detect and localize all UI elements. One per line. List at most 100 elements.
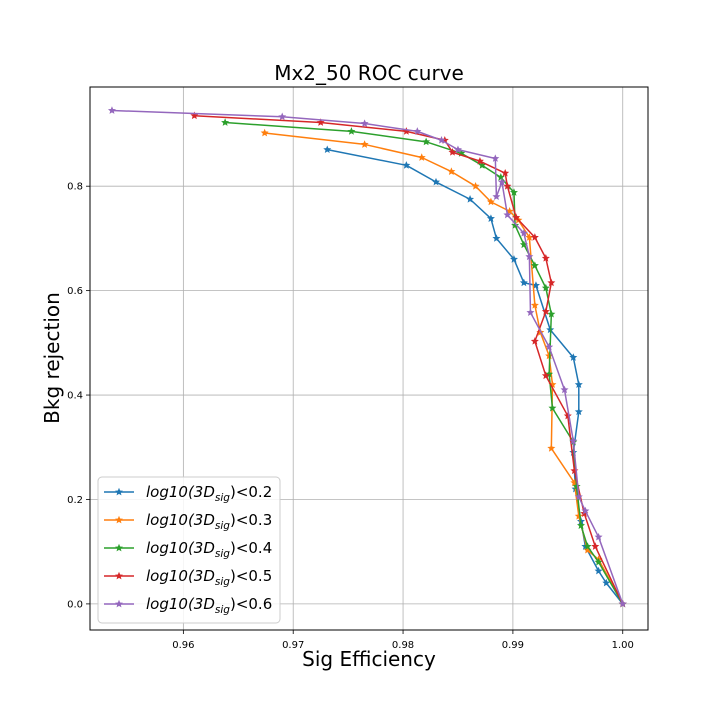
data-point	[221, 118, 230, 126]
data-point	[475, 156, 484, 165]
data-point	[519, 240, 528, 249]
data-point	[530, 301, 539, 309]
y-axis-label: Bkg rejection	[40, 292, 64, 424]
data-point	[453, 145, 462, 154]
data-point	[360, 140, 369, 148]
y-tick-label: 0.6	[67, 286, 83, 297]
data-point	[496, 173, 505, 181]
data-point	[547, 444, 556, 452]
data-point	[594, 557, 603, 566]
legend: log10(3Dsig)<0.2log10(3Dsig)<0.3log10(3D…	[97, 476, 281, 624]
data-point	[316, 118, 325, 126]
data-point	[486, 197, 495, 206]
data-point	[618, 599, 627, 608]
legend-label-prefix: log10(3D	[146, 595, 215, 613]
data-point	[530, 337, 539, 345]
data-point	[437, 136, 446, 144]
legend-swatch-marker	[115, 515, 123, 524]
data-point	[107, 106, 116, 114]
data-point	[512, 213, 521, 221]
y-tick-label: 0.4	[67, 391, 83, 402]
data-point	[503, 210, 512, 219]
data-point	[491, 154, 500, 162]
series-line	[327, 148, 624, 605]
data-point	[583, 545, 592, 554]
legend-item: log10(3Dsig)<0.4	[104, 539, 272, 560]
x-tick-label: 0.97	[282, 640, 304, 651]
series-line	[111, 109, 624, 605]
legend-label-subscript: sig	[215, 576, 230, 588]
series-layer	[107, 106, 627, 608]
legend-label-suffix: )<0.2	[230, 483, 272, 501]
data-point	[574, 492, 583, 501]
data-point	[510, 255, 518, 263]
legend-label-suffix: )<0.3	[230, 511, 272, 529]
data-point	[525, 233, 534, 241]
legend-label: log10(3Dsig)<0.3	[146, 511, 272, 532]
legend-label: log10(3Dsig)<0.2	[146, 483, 272, 504]
data-point	[519, 228, 528, 237]
legend-label-subscript: sig	[215, 520, 230, 532]
data-point	[402, 127, 411, 135]
data-point	[347, 127, 356, 135]
data-point	[574, 380, 583, 388]
data-point	[541, 283, 550, 292]
data-point	[541, 307, 550, 315]
data-point	[448, 148, 457, 156]
data-point	[525, 252, 534, 261]
data-point	[569, 353, 578, 361]
data-point	[583, 542, 592, 550]
data-point	[432, 177, 440, 186]
legend-label-suffix: )<0.6	[230, 595, 272, 613]
y-tick-label: 0.0	[67, 599, 83, 610]
data-point	[447, 167, 456, 175]
data-point	[569, 436, 578, 445]
data-point	[190, 111, 199, 120]
data-point	[486, 214, 495, 222]
grid-lines	[90, 87, 648, 630]
data-point	[402, 161, 411, 169]
legend-label-subscript: sig	[215, 492, 230, 504]
data-point	[541, 254, 550, 262]
legend-label-suffix: )<0.4	[230, 539, 272, 557]
x-axis-label: Sig Efficiency	[302, 647, 436, 671]
x-tick-label: 0.98	[392, 640, 414, 651]
legend-label-suffix: )<0.5	[230, 567, 272, 585]
x-tick-label: 0.96	[172, 640, 194, 651]
data-point	[466, 195, 475, 203]
data-point	[501, 168, 510, 177]
data-point	[581, 506, 590, 515]
legend-label-prefix: log10(3D	[146, 539, 215, 557]
series-line	[225, 121, 624, 605]
x-tick-label: 1.00	[612, 640, 634, 651]
data-point	[478, 161, 487, 169]
legend-label: log10(3Dsig)<0.5	[146, 567, 272, 588]
data-point	[530, 233, 539, 241]
data-point	[278, 112, 287, 121]
data-point	[594, 532, 603, 541]
y-tick-label: 0.8	[67, 182, 83, 193]
data-point	[519, 278, 528, 287]
legend-label-prefix: log10(3D	[146, 511, 215, 529]
legend-label-subscript: sig	[215, 548, 230, 560]
x-axis-ticks: 0.96 0.97 0.98 0.99 1.00	[172, 630, 634, 651]
legend-label-subscript: sig	[215, 604, 230, 616]
legend-item: log10(3Dsig)<0.5	[104, 567, 272, 588]
data-point	[422, 137, 431, 146]
data-point	[530, 261, 539, 269]
data-point	[577, 521, 585, 529]
plot-frame	[89, 86, 649, 631]
data-point	[492, 234, 501, 242]
data-point	[510, 188, 518, 196]
legend-swatch-marker	[115, 599, 123, 608]
data-point	[545, 342, 554, 351]
legend-label: log10(3Dsig)<0.6	[146, 595, 272, 616]
data-point	[548, 403, 557, 412]
data-point	[417, 153, 426, 161]
data-point	[594, 566, 603, 575]
legend-label: log10(3Dsig)<0.4	[146, 539, 272, 560]
y-tick-label: 0.2	[67, 495, 83, 506]
data-point	[511, 221, 520, 229]
series-2	[260, 128, 627, 608]
